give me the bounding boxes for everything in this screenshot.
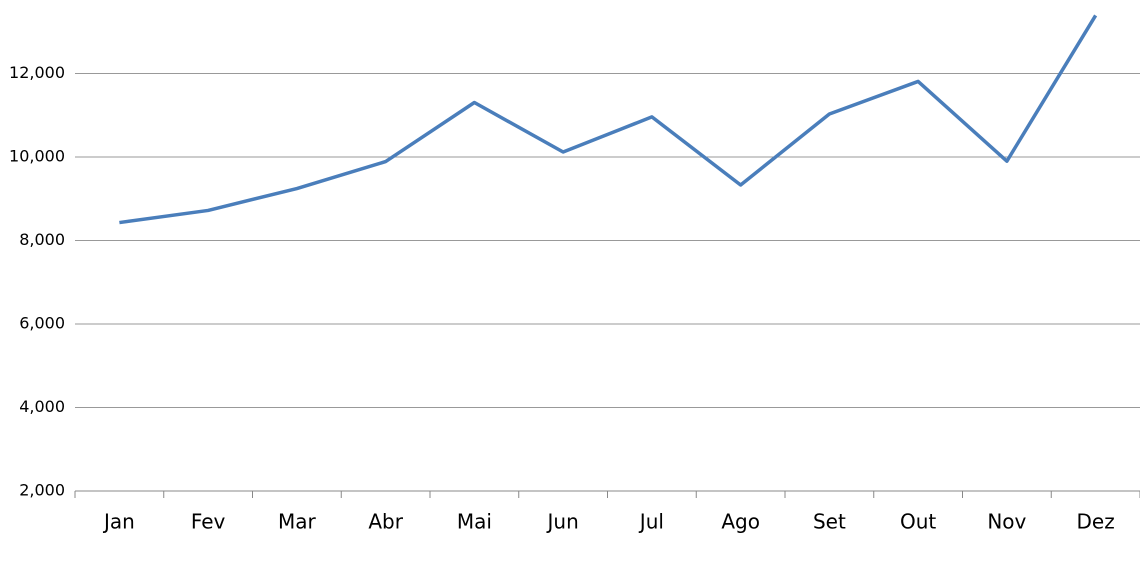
- y-tick-label: 6,000: [19, 314, 65, 333]
- x-tick-label: Mai: [457, 510, 492, 534]
- x-tick-label: Abr: [368, 510, 403, 534]
- x-tick-label: Jun: [546, 510, 579, 534]
- x-tick-label: Jul: [638, 510, 664, 534]
- x-tick-label: Dez: [1077, 510, 1115, 534]
- x-tick-label: Jan: [102, 510, 135, 534]
- y-tick-label: 4,000: [19, 397, 65, 416]
- x-tick-label: Fev: [191, 510, 226, 534]
- x-tick-label: Ago: [721, 510, 760, 534]
- x-tick-label: Out: [900, 510, 936, 534]
- y-tick-label: 10,000: [9, 147, 65, 166]
- x-tick-label: Set: [813, 510, 846, 534]
- y-tick-label: 8,000: [19, 230, 65, 249]
- x-tick-label: Nov: [987, 510, 1026, 534]
- y-tick-label: 2,000: [19, 481, 65, 500]
- y-tick-label: 12,000: [9, 63, 65, 82]
- x-tick-label: Mar: [278, 510, 317, 534]
- line: [119, 14, 1098, 225]
